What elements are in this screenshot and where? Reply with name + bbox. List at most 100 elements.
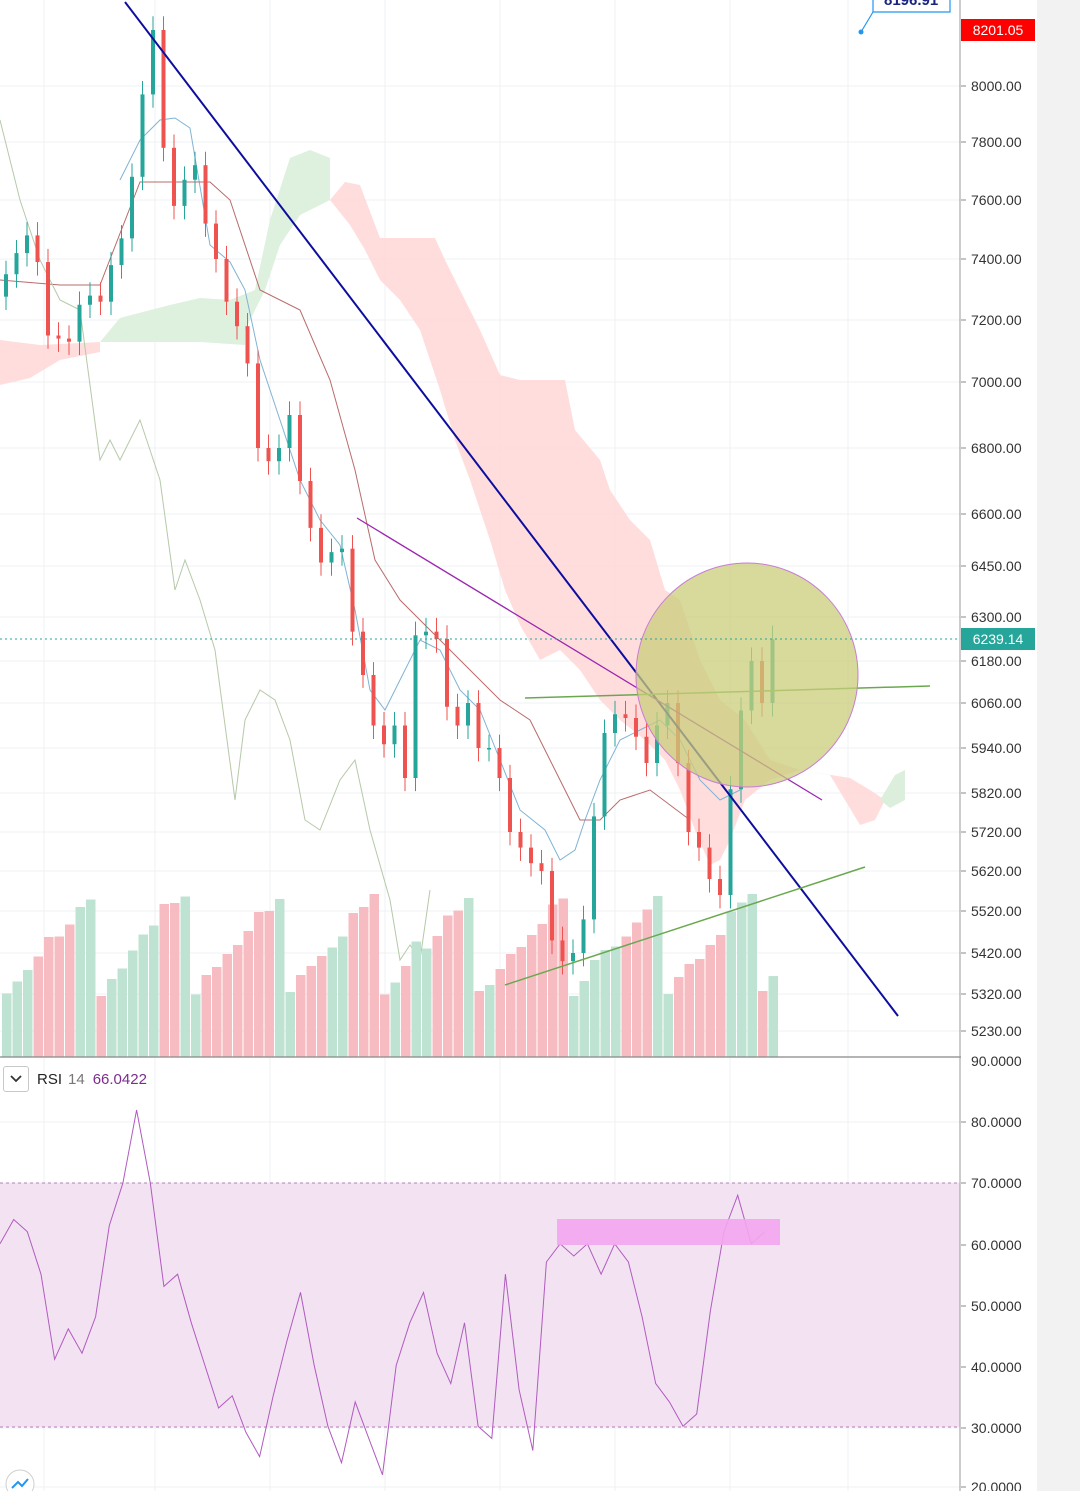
tradingview-logo[interactable] bbox=[5, 1469, 35, 1491]
volume-bar bbox=[506, 954, 516, 1057]
candle-body bbox=[602, 733, 607, 817]
candle-body bbox=[161, 30, 166, 148]
candle-body bbox=[182, 179, 187, 206]
candle-body bbox=[256, 363, 260, 448]
rsi-value: 66.0422 bbox=[92, 1070, 147, 1088]
candle-body bbox=[46, 262, 50, 336]
volume-bar bbox=[117, 968, 127, 1057]
candle-body bbox=[718, 879, 722, 895]
candle-body bbox=[361, 631, 365, 675]
rsi-name: RSI bbox=[37, 1070, 63, 1088]
volume-bar bbox=[359, 907, 369, 1057]
candle-body bbox=[529, 847, 533, 864]
candlesticks bbox=[4, 16, 775, 975]
volume-bar bbox=[2, 993, 12, 1057]
candle-body bbox=[130, 176, 134, 239]
volume-bar bbox=[243, 931, 253, 1057]
candle-body bbox=[235, 301, 239, 327]
cloud-bearish-main bbox=[330, 182, 885, 865]
volume-bar bbox=[632, 922, 642, 1057]
volume-bar bbox=[86, 899, 96, 1057]
candle-body bbox=[308, 481, 313, 528]
candle-body bbox=[298, 415, 302, 481]
rsi-axis-label: 20.0000 bbox=[971, 1479, 1022, 1491]
highlight-ellipse[interactable] bbox=[635, 562, 859, 788]
price-axis[interactable] bbox=[961, 0, 1037, 1491]
volume-bar bbox=[590, 960, 600, 1057]
candle-body bbox=[392, 725, 397, 745]
candle-body bbox=[571, 953, 575, 962]
volume-bar bbox=[464, 898, 474, 1057]
volume-bar bbox=[128, 950, 138, 1057]
price-axis-label: 7400.00 bbox=[971, 251, 1022, 267]
last-price-badge-text: 6239.14 bbox=[973, 631, 1024, 647]
volume-bar bbox=[422, 948, 432, 1057]
green-support-line[interactable] bbox=[504, 866, 866, 986]
volume-bar bbox=[54, 936, 64, 1057]
volume-bar bbox=[537, 924, 547, 1057]
price-axis-label: 5940.00 bbox=[971, 740, 1022, 756]
volume-bar bbox=[254, 912, 264, 1057]
candle-body bbox=[224, 259, 229, 302]
candle-body bbox=[434, 631, 439, 639]
candle-body bbox=[487, 748, 491, 750]
candle-body bbox=[707, 847, 712, 879]
chikou-line bbox=[0, 119, 431, 962]
price-axis-label: 5720.00 bbox=[971, 824, 1022, 840]
price-axis-label: 5820.00 bbox=[971, 785, 1022, 801]
drawings bbox=[124, 1, 931, 1017]
price-axis-label: 6450.00 bbox=[971, 558, 1022, 574]
volume-bar bbox=[222, 954, 232, 1057]
volume-bar bbox=[516, 947, 526, 1057]
volume-bar bbox=[285, 992, 295, 1057]
volume-bar bbox=[663, 994, 673, 1057]
volume-bar bbox=[96, 996, 106, 1057]
volume-bar bbox=[758, 991, 768, 1057]
rsi-axis-label: 40.0000 bbox=[971, 1359, 1022, 1375]
volume-bar bbox=[401, 966, 411, 1057]
candle-body bbox=[476, 703, 481, 748]
volume-bar bbox=[12, 981, 22, 1057]
volume-bar bbox=[611, 946, 621, 1057]
candle-body bbox=[287, 415, 292, 448]
volume-bar bbox=[191, 994, 201, 1057]
cloud-bearish-left bbox=[0, 340, 100, 385]
price-callout-text: 8196.91 bbox=[884, 0, 938, 9]
ichimoku-cloud bbox=[0, 150, 905, 865]
volume-bar bbox=[159, 904, 169, 1057]
volume-bar bbox=[653, 896, 663, 1057]
price-callout[interactable]: 8196.91 bbox=[858, 0, 951, 35]
right-scroll-strip[interactable] bbox=[1037, 0, 1080, 1491]
volume-bar bbox=[212, 967, 222, 1057]
candle-body bbox=[245, 326, 250, 364]
candle-body bbox=[403, 725, 407, 778]
volume-bar bbox=[149, 925, 159, 1057]
rsi-highlight-box[interactable] bbox=[557, 1219, 780, 1245]
candle-body bbox=[340, 548, 344, 553]
rsi-axis-labels: 80.0000 70.0000 60.0000 50.0000 40.0000 30.00… bbox=[961, 1114, 1022, 1491]
volume-bar bbox=[674, 977, 684, 1057]
price-axis-label: 6600.00 bbox=[971, 506, 1022, 522]
candle-body bbox=[350, 548, 355, 632]
price-axis-label: 5520.00 bbox=[971, 903, 1022, 919]
volume-bar bbox=[432, 936, 442, 1057]
volume-bar bbox=[569, 996, 579, 1057]
volume-bar bbox=[369, 894, 379, 1057]
collapse-button[interactable] bbox=[3, 1066, 29, 1092]
volume-bar bbox=[306, 966, 316, 1057]
main-downtrend-line[interactable] bbox=[124, 1, 899, 1017]
rsi-legend: RSI 14 66.0422 bbox=[0, 1066, 147, 1092]
rsi-band bbox=[0, 1183, 960, 1427]
volume-bar bbox=[474, 991, 484, 1057]
volume-bar bbox=[453, 910, 463, 1057]
candle-body bbox=[508, 778, 512, 832]
price-axis-label: 6300.00 bbox=[971, 609, 1022, 625]
tenkan-line bbox=[119, 117, 741, 861]
volume-bar bbox=[443, 915, 453, 1057]
price-axis-label: 6800.00 bbox=[971, 440, 1022, 456]
volume-bar bbox=[737, 902, 747, 1057]
candle-body bbox=[518, 832, 523, 848]
volume-bar bbox=[716, 935, 726, 1057]
rsi-length: 14 bbox=[68, 1070, 85, 1088]
